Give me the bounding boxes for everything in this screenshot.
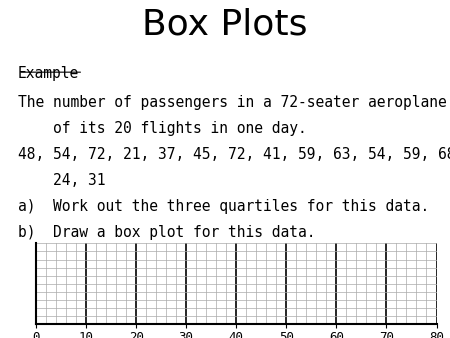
Text: 48, 54, 72, 21, 37, 45, 72, 41, 59, 63, 54, 59, 68, 72, 70, 64, 41, 32,: 48, 54, 72, 21, 37, 45, 72, 41, 59, 63, …: [18, 147, 450, 162]
Text: a)  Work out the three quartiles for this data.: a) Work out the three quartiles for this…: [18, 199, 429, 214]
Text: b)  Draw a box plot for this data.: b) Draw a box plot for this data.: [18, 225, 315, 240]
Text: 24, 31: 24, 31: [18, 173, 105, 188]
Text: Example: Example: [18, 66, 79, 81]
Text: of its 20 flights in one day.: of its 20 flights in one day.: [18, 121, 307, 136]
Text: Box Plots: Box Plots: [142, 7, 308, 41]
Text: The number of passengers in a 72-seater aeroplane was noted on each: The number of passengers in a 72-seater …: [18, 95, 450, 110]
